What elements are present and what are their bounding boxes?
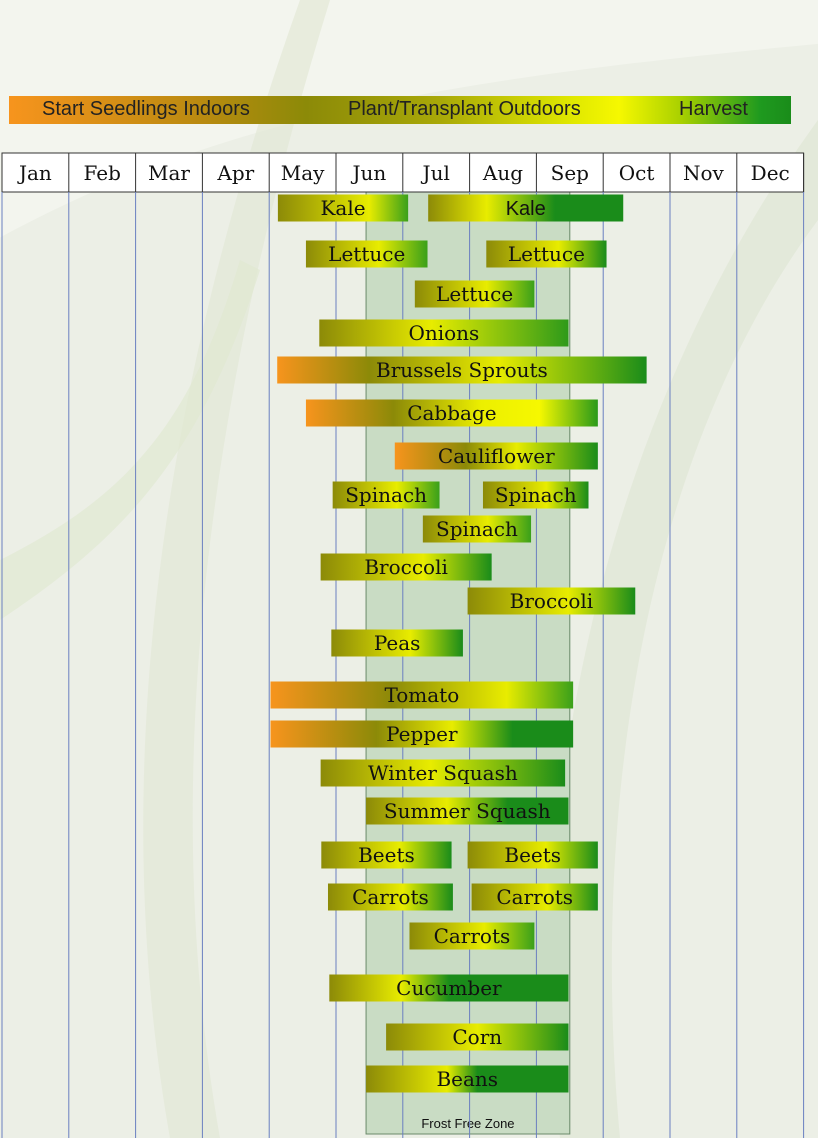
crop-label-pepper: Pepper (386, 722, 458, 746)
crop-label-beans: Beans (436, 1067, 498, 1091)
month-label-aug: Aug (482, 161, 523, 185)
crop-bar-cauliflower (394, 442, 598, 470)
crop-label-spinach: Spinach (436, 517, 518, 541)
month-label-dec: Dec (751, 161, 790, 185)
month-label-mar: Mar (148, 161, 190, 185)
crop-label-broccoli: Broccoli (510, 589, 594, 613)
crop-label-carrots: Carrots (434, 924, 511, 948)
crop-bars (270, 194, 647, 1093)
crop-bar-brussels-sprouts (277, 356, 647, 384)
crop-label-spinach: Spinach (345, 483, 427, 507)
crop-label-spinach: Spinach (495, 483, 577, 507)
crop-bar-broccoli (320, 553, 492, 581)
crop-label-peas: Peas (374, 631, 421, 655)
crop-label-winter-squash: Winter Squash (368, 761, 518, 785)
crop-bar-cabbage (305, 399, 598, 427)
month-label-may: May (281, 161, 325, 185)
legend-harvest: Harvest (679, 98, 748, 120)
crop-bar-beets (467, 841, 598, 869)
crop-bar-kale (277, 194, 409, 222)
legend-start-indoors: Start Seedlings Indoors (42, 98, 250, 120)
frost-free-zone-label: Frost Free Zone (421, 1116, 514, 1131)
crop-bar-peas (331, 629, 463, 657)
legend-bar: Start Seedlings Indoors Plant/Transplant… (9, 96, 791, 124)
crop-label-kale: Kale (506, 198, 546, 220)
crop-bar-lettuce (305, 240, 428, 268)
month-label-apr: Apr (216, 161, 254, 185)
crop-label-onions: Onions (408, 321, 479, 345)
month-grid: Jan Feb Mar Apr May Jun Jul Aug Sep Oct Nov Dec (1, 152, 805, 1138)
crop-label-kale: Kale (320, 196, 365, 220)
crop-label-cauliflower: Cauliflower (438, 444, 555, 468)
crop-bar-onions (319, 319, 569, 347)
crop-bar-spinach (332, 481, 440, 509)
month-label-jan: Jan (17, 161, 52, 185)
crop-label-lettuce: Lettuce (436, 282, 513, 306)
crop-label-beets: Beets (358, 843, 415, 867)
crop-bar-tomato (270, 681, 574, 709)
crop-label-beets: Beets (504, 843, 561, 867)
crop-bar-winter-squash (320, 759, 566, 787)
crop-bar-carrots (327, 883, 453, 911)
month-label-sep: Sep (551, 161, 589, 185)
crop-bar-cucumber (329, 974, 569, 1002)
crop-bar-lettuce (414, 280, 535, 308)
month-label-feb: Feb (83, 161, 120, 185)
crop-bar-carrots (409, 922, 535, 950)
crop-bar-spinach (422, 515, 532, 543)
crop-bar-beets (321, 841, 452, 869)
crop-label-cucumber: Cucumber (396, 976, 502, 1000)
crop-label-corn: Corn (452, 1025, 502, 1049)
crop-label-carrots: Carrots (352, 885, 429, 909)
crop-label-tomato: Tomato (384, 683, 459, 707)
crop-label-lettuce: Lettuce (508, 242, 585, 266)
month-label-jun: Jun (351, 161, 387, 185)
crop-bar-broccoli (467, 587, 636, 615)
crop-labels: Kale Kale Lettuce Lettuce Lettuce Onions Bruss… (320, 196, 593, 1091)
crop-bar-beans (366, 1065, 569, 1093)
legend-plant-outdoors: Plant/Transplant Outdoors (348, 98, 581, 120)
crop-label-brussels-sprouts: Brussels Sprouts (376, 358, 548, 382)
month-label-nov: Nov (683, 161, 725, 185)
crop-label-broccoli: Broccoli (364, 555, 448, 579)
month-label-oct: Oct (619, 161, 655, 185)
crop-bar-lettuce (486, 240, 607, 268)
crop-label-summer-squash: Summer Squash (384, 799, 551, 823)
crop-bar-corn (386, 1023, 569, 1051)
crop-bar-pepper (270, 720, 574, 748)
crop-label-lettuce: Lettuce (328, 242, 405, 266)
crop-bar-summer-squash (366, 797, 569, 825)
crop-label-carrots: Carrots (496, 885, 573, 909)
crop-bar-kale (428, 194, 624, 222)
crop-bar-spinach (482, 481, 589, 509)
month-label-jul: Jul (421, 161, 450, 185)
crop-bar-carrots (471, 883, 598, 911)
crop-label-cabbage: Cabbage (407, 401, 496, 425)
